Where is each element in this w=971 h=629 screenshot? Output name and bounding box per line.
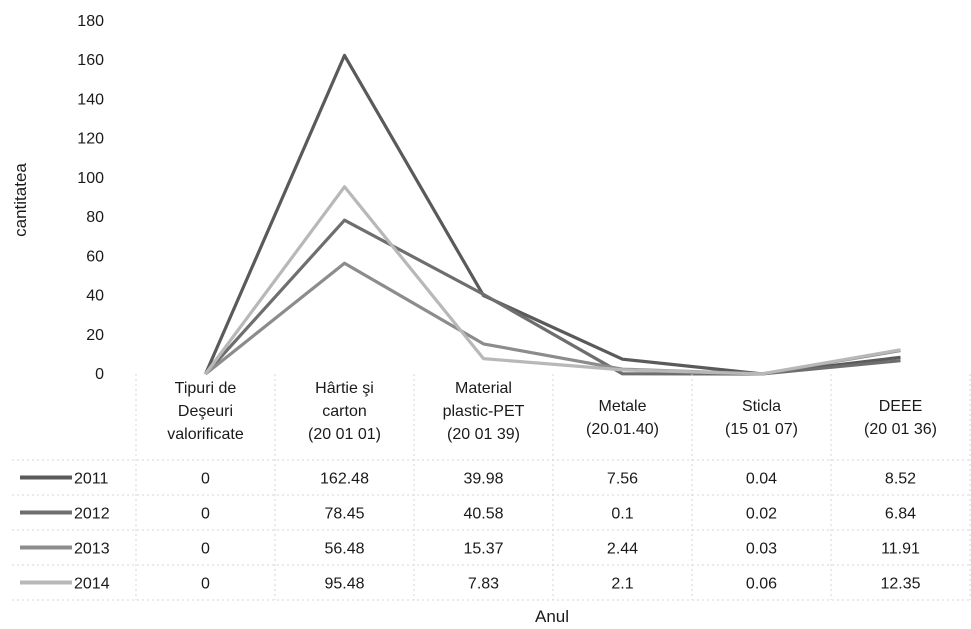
y-tick-label: 100 <box>77 170 104 187</box>
table-cell: 6.84 <box>885 506 916 523</box>
table-cell: 0.03 <box>746 541 777 558</box>
table-cell: 0.02 <box>746 506 777 523</box>
y-tick-label: 120 <box>77 131 104 148</box>
legend-label: 2012 <box>74 506 110 523</box>
table-cell: 0 <box>201 506 210 523</box>
table-cell: 0 <box>201 471 210 488</box>
y-tick-label: 140 <box>77 91 104 108</box>
table-cell: 0.06 <box>746 576 777 593</box>
table-cell: 56.48 <box>324 541 364 558</box>
y-tick-label: 80 <box>86 209 104 226</box>
category-labels: Tipuri de Deşeuri valorificate Hârtie şi car… <box>167 380 937 443</box>
table-cell: 7.56 <box>607 471 638 488</box>
table-cell: 8.52 <box>885 471 916 488</box>
table-cell: 0 <box>201 576 210 593</box>
x-category-label: Tipuri de Deşeuri valorificate <box>167 380 244 443</box>
table-cell: 0 <box>201 541 210 558</box>
table-cell: 2.1 <box>611 576 633 593</box>
x-category-label: Hârtie şi carton (20 01 01) <box>308 380 381 443</box>
table-cell: 12.35 <box>880 576 920 593</box>
y-axis-title: cantitatea <box>11 163 30 237</box>
table-cell: 15.37 <box>463 541 503 558</box>
table-cell: 2.44 <box>607 541 638 558</box>
table-cell: 40.58 <box>463 506 503 523</box>
x-category-label: DEEE (20 01 36) <box>864 398 937 438</box>
x-category-label: Sticla (15 01 07) <box>725 398 798 438</box>
y-tick-label: 60 <box>86 248 104 265</box>
series-line-2014 <box>204 185 901 376</box>
data-table: 2011 0 162.48 39.98 7.56 0.04 8.52 2012 0 78.45 40… <box>12 374 971 601</box>
x-axis-title: Anul <box>535 607 569 626</box>
series-line-2013 <box>204 261 901 376</box>
table-cell: 0.1 <box>611 506 633 523</box>
series-line-2011 <box>204 53 901 376</box>
table-cell: 0.04 <box>746 471 777 488</box>
legend-label: 2014 <box>74 576 110 593</box>
table-cell: 95.48 <box>324 576 364 593</box>
table-cell: 7.83 <box>468 576 499 593</box>
table-cell: 39.98 <box>463 471 503 488</box>
series-line-2012 <box>204 218 901 376</box>
y-axis: 0 20 40 60 80 100 120 140 160 180 <box>77 13 104 383</box>
y-tick-label: 0 <box>95 366 104 383</box>
y-tick-label: 40 <box>86 288 104 305</box>
table-cell: 162.48 <box>320 471 369 488</box>
table-cell: 78.45 <box>324 506 364 523</box>
legend-label: 2013 <box>74 541 110 558</box>
y-tick-label: 160 <box>77 52 104 69</box>
table-cell: 11.91 <box>881 541 920 558</box>
legend-label: 2011 <box>74 471 109 488</box>
y-tick-label: 180 <box>77 13 104 30</box>
x-category-label: Material plastic-PET (20 01 39) <box>443 380 525 443</box>
y-tick-label: 20 <box>86 327 104 344</box>
x-category-label: Metale (20.01.40) <box>586 398 659 438</box>
series-lines <box>204 53 901 376</box>
